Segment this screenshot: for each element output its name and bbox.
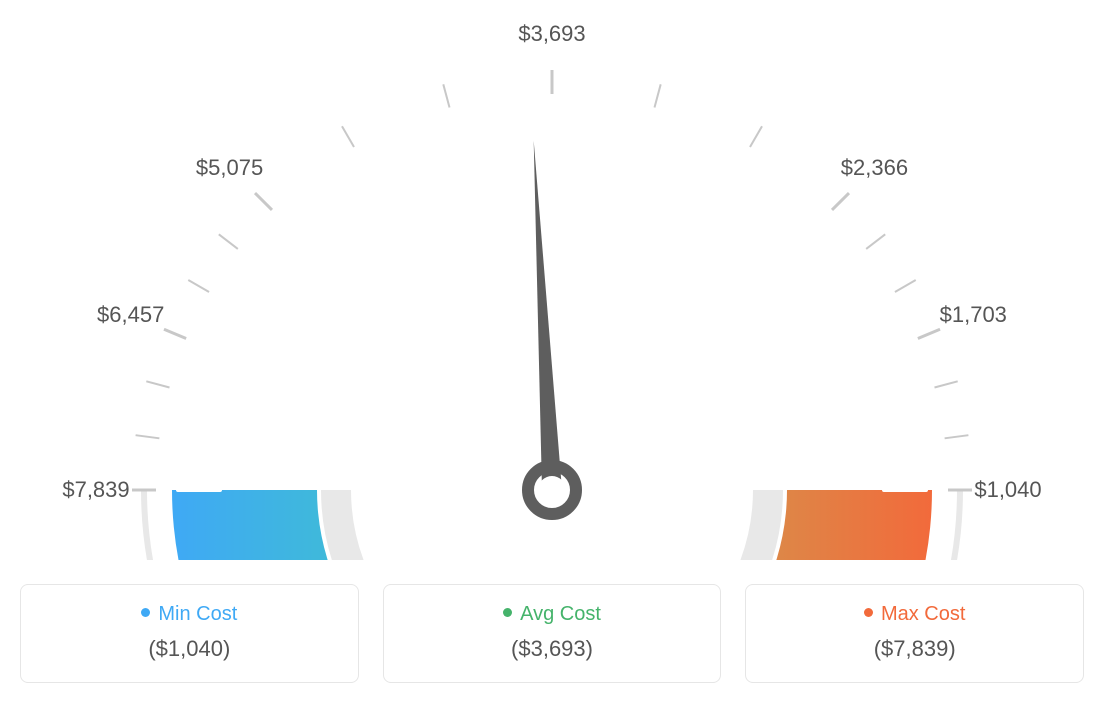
- legend-title-avg-text: Avg Cost: [520, 603, 601, 625]
- gauge-tick-label: $1,040: [974, 477, 1041, 503]
- legend-card-avg: Avg Cost ($3,693): [383, 584, 722, 683]
- legend-value-max: ($7,839): [756, 636, 1073, 662]
- legend-card-min: Min Cost ($1,040): [20, 584, 359, 683]
- legend-title-min: Min Cost: [31, 603, 348, 626]
- gauge-tick-label: $7,839: [62, 477, 129, 503]
- legend-value-min: ($1,040): [31, 636, 348, 662]
- dot-icon: [864, 608, 873, 617]
- gauge-tick-label: $2,366: [841, 155, 908, 181]
- gauge-tick-label: $1,703: [940, 302, 1007, 328]
- dot-icon: [503, 608, 512, 617]
- dot-icon: [141, 608, 150, 617]
- legend-title-min-text: Min Cost: [158, 603, 237, 625]
- legend-title-max-text: Max Cost: [881, 603, 965, 625]
- gauge-chart: $1,040 $1,703 $2,366 $3,693 $5,075 $6,457 $7,8…: [20, 20, 1084, 560]
- gauge-tick-label: $5,075: [196, 155, 263, 181]
- gauge-tick-label: $3,693: [518, 21, 585, 47]
- gauge-tick-label: $6,457: [97, 302, 164, 328]
- legend-row: Min Cost ($1,040) Avg Cost ($3,693) Max …: [20, 584, 1084, 683]
- legend-value-avg: ($3,693): [394, 636, 711, 662]
- legend-card-max: Max Cost ($7,839): [745, 584, 1084, 683]
- legend-title-max: Max Cost: [756, 603, 1073, 626]
- gauge-svg: [20, 20, 1084, 560]
- legend-title-avg: Avg Cost: [394, 603, 711, 626]
